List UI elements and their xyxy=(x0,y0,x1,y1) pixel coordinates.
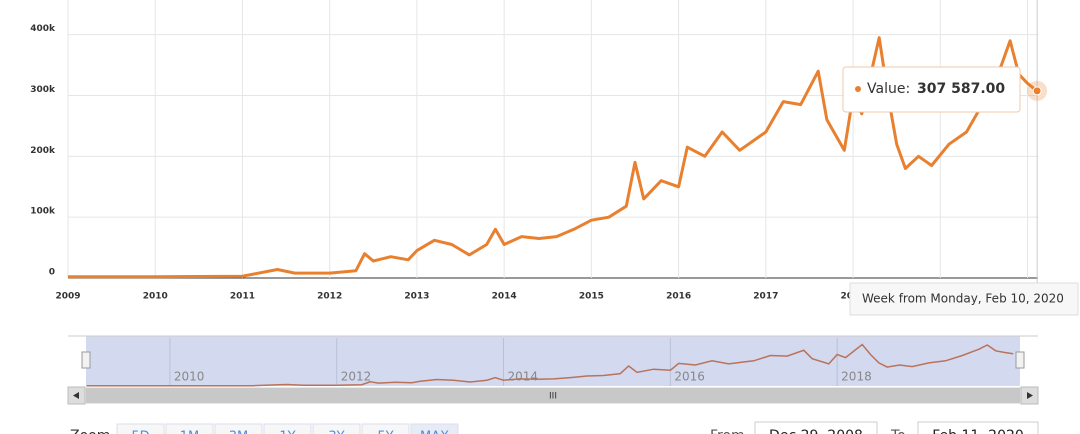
zoom-button[interactable] xyxy=(361,423,410,434)
zoom-button-label: 1Y xyxy=(279,430,295,434)
tooltip-box xyxy=(842,66,1021,113)
zoom-button[interactable] xyxy=(263,423,312,434)
zoom-button-label: 3M xyxy=(229,430,249,434)
zoom-button[interactable] xyxy=(116,423,165,434)
navigator-label: 2016 xyxy=(674,370,705,384)
from-input[interactable] xyxy=(754,421,878,434)
x-tick-label: 2010 xyxy=(143,292,168,302)
y-tick-label: 300k xyxy=(30,85,56,95)
from-label: From xyxy=(710,428,745,434)
tooltip-value: 307 587.00 xyxy=(917,81,1005,97)
zoom-button[interactable] xyxy=(312,423,361,434)
zoom-button[interactable] xyxy=(165,423,214,434)
navigator-label: 2010 xyxy=(174,370,205,384)
x-tick-label: 2012 xyxy=(317,292,342,302)
to-label: To xyxy=(890,428,906,434)
x-tick-label: 2016 xyxy=(666,292,691,302)
tooltip-footer: Week from Monday, Feb 10, 2020 xyxy=(862,292,1064,306)
y-tick-label: 0 xyxy=(49,268,55,278)
x-tick-label: 2014 xyxy=(492,292,517,302)
zoom-button-label: MAX xyxy=(420,430,449,434)
y-tick-label: 400k xyxy=(30,24,56,34)
arrow-right xyxy=(1027,392,1033,399)
x-tick-label: 2011 xyxy=(230,292,255,302)
to-value: Feb 11, 2020 xyxy=(932,428,1024,434)
navigator-label: 2012 xyxy=(341,370,372,384)
x-tick-label: 2013 xyxy=(404,292,429,302)
navigator-label: 2018 xyxy=(841,370,872,384)
zoom-button-label: 3Y xyxy=(328,430,344,434)
to-input[interactable] xyxy=(917,421,1039,434)
tooltip-footer-box xyxy=(849,282,1079,316)
zoom-button-label: 5Y xyxy=(377,430,393,434)
navigator-handle[interactable] xyxy=(81,351,91,369)
zoom-button[interactable] xyxy=(410,423,459,434)
x-tick-label: 2017 xyxy=(753,292,778,302)
navigator-mask xyxy=(86,336,1020,386)
tooltip-label: Value: xyxy=(867,81,910,97)
x-tick-label: 2015 xyxy=(579,292,604,302)
scrollbar-thumb[interactable] xyxy=(86,388,1020,403)
zoom-button[interactable] xyxy=(214,423,263,434)
scrollbar-grip: III xyxy=(549,392,557,402)
zoom-button-label: 1M xyxy=(180,430,200,434)
zoom-button-label: 5D xyxy=(131,430,149,434)
data-line xyxy=(68,36,1039,279)
navigator-line xyxy=(86,343,1014,387)
hover-point xyxy=(1032,86,1042,96)
navigator-handle[interactable] xyxy=(1015,351,1025,369)
from-value: Dec 29, 2008 xyxy=(769,428,863,434)
x-tick-label: 2009 xyxy=(55,292,80,302)
arrow-left xyxy=(73,392,79,399)
navigator-label: 2014 xyxy=(508,370,539,384)
y-tick-label: 100k xyxy=(30,207,56,217)
tooltip-dot xyxy=(855,86,861,92)
zoom-label: Zoom xyxy=(70,428,110,434)
y-tick-label: 200k xyxy=(30,146,56,156)
